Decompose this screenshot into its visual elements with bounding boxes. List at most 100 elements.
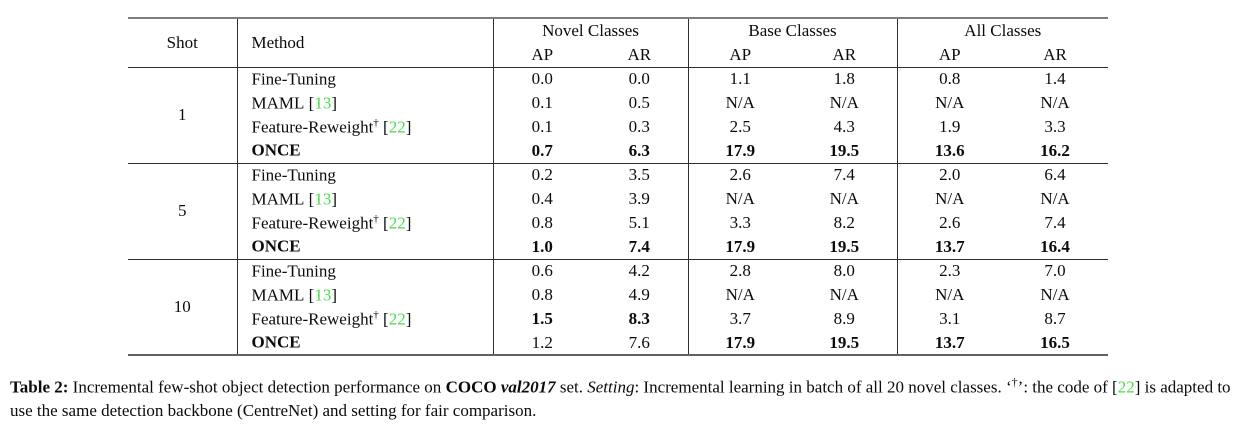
method-cell: Fine-Tuning xyxy=(237,67,494,91)
dagger-mark: † xyxy=(373,308,379,321)
dagger-mark: † xyxy=(373,116,379,129)
header-base-ap: AP xyxy=(729,44,752,64)
cell-all-ar: 16.2 xyxy=(1040,140,1070,160)
cell-base-ar: 8.9 xyxy=(792,307,898,331)
cell-novel-ap: 0.7 xyxy=(531,140,553,160)
caption-text: ] is adapted to use the same detection b… xyxy=(10,377,1231,420)
shot-5-group: 5 Fine-Tuning 0.2 3.5 2.6 7.4 2.0 6.4 MA… xyxy=(128,163,1109,259)
cite-bracket-open: [ xyxy=(304,189,315,209)
table-row: Feature-Reweight† [22] 0.1 0.3 2.5 4.3 1… xyxy=(128,115,1108,139)
caption-text: : the code of [ xyxy=(1023,377,1118,397)
cell-all-ar: 16.5 xyxy=(1040,332,1070,352)
cell-all-ar: 1.4 xyxy=(1044,69,1066,89)
cell-novel-ar: 3.5 xyxy=(591,163,689,187)
method-name: Fine-Tuning xyxy=(251,261,336,281)
cell-all-ap: N/A xyxy=(935,285,965,304)
cite-bracket-open: [ xyxy=(378,117,389,137)
caption-coco: COCO xyxy=(445,377,497,397)
cell-all-ap: 3.1 xyxy=(939,309,961,328)
method-name: ONCE xyxy=(251,237,301,257)
cell-all-ap: N/A xyxy=(935,93,965,112)
method-name: MAML xyxy=(251,285,305,305)
cite-bracket-open: [ xyxy=(304,93,315,113)
cell-base-ar: 19.5 xyxy=(792,331,898,355)
cell-all-ar: 7.0 xyxy=(1044,261,1066,281)
cell-novel-ap: 0.0 xyxy=(531,69,553,89)
header-novel-ap: AP xyxy=(531,44,554,64)
cell-all-ar: 16.4 xyxy=(1040,236,1070,256)
table-row: MAML [13] 0.1 0.5 N/A N/A N/A N/A xyxy=(128,91,1108,115)
method-name: Feature-Reweight xyxy=(251,309,374,329)
cite-bracket-close: ] xyxy=(405,117,412,137)
cell-all-ar: N/A xyxy=(1040,93,1070,112)
method-name: MAML xyxy=(251,93,305,113)
cell-novel-ar: 0.3 xyxy=(591,115,689,139)
citation-link[interactable]: 22 xyxy=(388,117,406,137)
cell-novel-ar: 8.3 xyxy=(591,307,689,331)
shot-1-group: 1 Fine-Tuning 0.0 0.0 1.1 1.8 0.8 1.4 MA… xyxy=(128,67,1109,163)
cell-base-ar: 19.5 xyxy=(792,235,898,259)
cite-bracket-open: [ xyxy=(304,285,315,305)
citation-link[interactable]: 22 xyxy=(388,309,406,329)
table-row: ONCE 1.0 7.4 17.9 19.5 13.7 16.4 xyxy=(128,235,1108,259)
cell-base-ap: N/A xyxy=(725,285,755,304)
cite-bracket-open: [ xyxy=(378,309,389,329)
cell-base-ap: N/A xyxy=(725,189,755,208)
cell-base-ap: 2.5 xyxy=(729,117,751,136)
cell-base-ap: 17.9 xyxy=(725,332,756,352)
cell-base-ar: 8.2 xyxy=(792,211,898,235)
method-cell: Feature-Reweight† [22] xyxy=(237,115,494,139)
cell-novel-ar: 4.9 xyxy=(591,283,689,307)
method-name: ONCE xyxy=(251,332,301,352)
cell-novel-ap: 0.6 xyxy=(531,261,553,281)
shot-cell: 1 xyxy=(128,67,238,163)
citation-link[interactable]: 22 xyxy=(388,213,406,233)
citation-link[interactable]: 22 xyxy=(1117,377,1135,397)
shot-cell: 5 xyxy=(128,163,238,259)
cell-all-ar: N/A xyxy=(1040,285,1070,304)
cell-novel-ar: 4.2 xyxy=(591,259,689,283)
cell-novel-ar: 7.6 xyxy=(591,331,689,355)
method-cell: MAML [13] xyxy=(237,91,494,115)
cell-novel-ap: 0.8 xyxy=(531,285,553,304)
cell-novel-ap: 0.1 xyxy=(531,117,553,136)
header-all-ap: AP xyxy=(938,44,961,64)
cell-novel-ar: 6.3 xyxy=(591,139,689,163)
method-cell: ONCE xyxy=(237,139,494,163)
citation-link[interactable]: 13 xyxy=(314,93,332,113)
cell-novel-ap: 0.2 xyxy=(531,165,553,185)
table-row: Feature-Reweight† [22] 0.8 5.1 3.3 8.2 2… xyxy=(128,211,1108,235)
method-cell: Fine-Tuning xyxy=(237,259,494,283)
cell-all-ar: 3.3 xyxy=(1044,117,1066,136)
method-name: Feature-Reweight xyxy=(251,213,374,233)
method-cell: MAML [13] xyxy=(237,283,494,307)
cell-novel-ar: 0.5 xyxy=(591,91,689,115)
header-all-ar: AR xyxy=(1043,44,1067,64)
header-method: Method xyxy=(237,18,494,67)
method-name: Fine-Tuning xyxy=(251,69,336,89)
caption-text: set. xyxy=(555,377,588,397)
caption-text: : Incremental learning in batch of all 2… xyxy=(634,377,1006,397)
cell-all-ap: 1.9 xyxy=(939,117,961,136)
method-cell: Feature-Reweight† [22] xyxy=(237,211,494,235)
cell-all-ar: 7.4 xyxy=(1044,213,1066,232)
citation-link[interactable]: 13 xyxy=(314,285,332,305)
cell-all-ap: 13.6 xyxy=(934,140,965,160)
cell-base-ap: 2.8 xyxy=(729,261,751,281)
method-name: Feature-Reweight xyxy=(251,117,374,137)
caption-quote-close: ’ xyxy=(1017,377,1024,397)
shot-cell: 10 xyxy=(128,259,238,355)
header-all-classes: All Classes xyxy=(964,21,1042,40)
method-name: Fine-Tuning xyxy=(251,165,336,185)
citation-link[interactable]: 13 xyxy=(314,189,332,209)
cell-all-ap: 13.7 xyxy=(934,236,965,256)
cell-base-ar: 19.5 xyxy=(792,139,898,163)
cell-base-ar: 7.4 xyxy=(792,163,898,187)
cell-base-ap: 3.3 xyxy=(729,213,751,232)
cell-all-ap: 2.0 xyxy=(939,165,961,185)
cell-base-ap: 3.7 xyxy=(729,309,751,328)
dagger-mark: † xyxy=(373,212,379,225)
header-shot: Shot xyxy=(128,18,238,67)
method-cell: ONCE xyxy=(237,331,494,355)
caption-val2017: val2017 xyxy=(500,377,556,397)
